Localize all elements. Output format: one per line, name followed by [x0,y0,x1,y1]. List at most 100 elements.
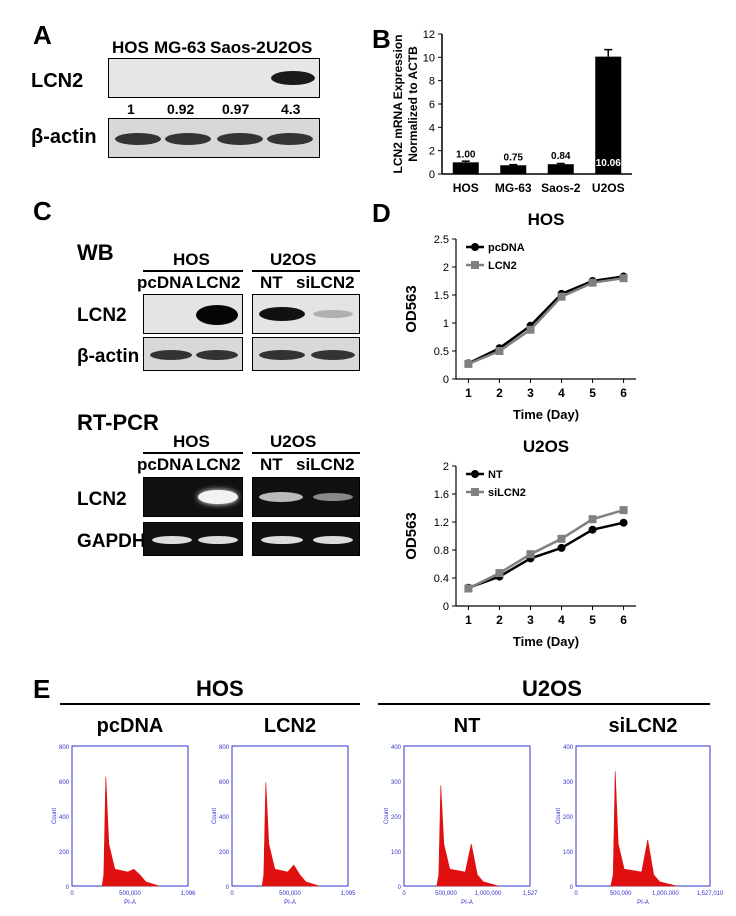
panel-d-hos-xtick-label-0: 1 [465,386,472,400]
panel-e-hist-1-histogram [261,782,320,887]
panel-e-hist-0-ytick-label-3: 600 [59,780,70,786]
panel-e-hist-1-ytick-label-2: 400 [219,815,230,821]
panel-b-ytick-label-3: 6 [429,99,435,111]
panel-c-wb-row-lcn2: LCN2 [77,305,127,326]
panel-e-hist-2-ylabel: Count [384,808,390,824]
panel-c-rt-hos-gapdh-gel [143,522,243,556]
panel-d-hos-xlabel: Time (Day) [513,407,579,422]
panel-e-hist-1-frame [231,745,349,887]
panel-d-hos-ytick-label-5: 2.5 [434,234,449,246]
panel-c-rt-hos-lcn2-band [198,490,238,504]
panel-b-xtick-label-1: MG-63 [495,181,532,195]
panel-e-hist-1-xtick-label-2: 1,095 [340,891,356,897]
panel-e-hist-0-ytick-label-2: 400 [59,815,70,821]
panel-d-hos-xtick-label-2: 3 [527,386,534,400]
panel-c-rt-lane-lcn2: LCN2 [196,455,241,474]
panel-d-hos-ylabel: OD563 [403,285,420,333]
panel-d-hos-xtick-label-4: 5 [589,386,596,400]
panel-b-ytick-label-4: 8 [429,76,435,88]
panel-d-u2os-series-1-point-4 [588,515,597,524]
panel-e-hist-2-ytick-label-0: 0 [398,885,402,891]
panel-a-lane-mg63: MG-63 [154,38,206,57]
panel-a-quant-2: 0.92 [167,101,195,117]
panel-d-hos-xtick-label-1: 2 [496,386,503,400]
panel-d-u2os-series-0-line [467,521,624,589]
panel-c-rt-hos-lcn2-gel [143,477,243,517]
panel-e-hist-0-ytick-label-4: 800 [59,745,70,751]
panel-e-hist-3-ytick-label-4: 400 [563,745,574,751]
panel-e-hist-0-ytick-label-1: 200 [59,850,70,856]
panel-d-u2os-legend-marker-1 [471,488,479,496]
panel-d-hos-series-1-point-4 [588,278,597,287]
panel-a-row-actin: β-actin [31,126,97,148]
panel-d-label: D [372,198,391,228]
panel-e-hist-pcdna: pcDNA 0 200 400 600 800 Count 0 500,000 1,096 PI-A [52,715,196,906]
panel-c-wb-hos-lcn2-blot [143,294,243,334]
panel-b-value-label-1: 0.75 [504,152,524,163]
panel-e-hist-2-ytick-label-1: 100 [391,850,402,856]
panel-e-hist-3-xtick-label-0: 0 [574,891,578,897]
panel-e-hist-2-xtick-label-1: 500,000 [435,891,457,897]
panel-e-hist-0-ylabel: Count [52,808,58,824]
panel-c-rt-group-u2os: U2OS [270,432,317,451]
panel-a-actin-band-3 [217,133,263,145]
panel-c-rt-lane-pcdna: pcDNA [137,455,194,474]
panel-e-hist-1-ytick-label-4: 800 [219,745,230,751]
panel-e-hist-silcn2: siLCN2 0 100 200 300 400 Count 0 500,000 1,000,00… [556,715,724,906]
panel-b-ytick-label-5: 10 [423,52,435,64]
panel-d-hos-ytick-label-1: 0.5 [434,346,449,358]
panel-d-u2os-xtick-label-2: 3 [527,613,534,627]
panel-e-hist-1-xtick-label-0: 0 [230,891,234,897]
panel-c-wb-u2os-lcn2-blot [252,294,360,334]
panel-c-label: C [33,196,52,226]
panel-e-hist-0-xtick-label-2: 1,096 [180,891,196,897]
panel-c-wb-title: WB [77,240,114,265]
panel-c-rt-hos-underline [143,452,243,454]
panel-d-hos-xtick-label-3: 4 [558,386,565,400]
panel-c-wb-u2os-actin-band-2 [311,350,355,360]
panel-c-wb-u2os-underline [252,270,360,272]
panel-d-hos-legend-marker-1 [471,261,479,269]
panel-c-wb-group-hos: HOS [173,250,210,269]
panel-b-bar-3 [595,56,622,175]
panel-d-u2os-chart: U2OS OD563 Time (Day) 0 0.4 0.8 1.2 1.6 2 1 2 3 4 5 6 N… [403,437,636,649]
panel-a-label: A [33,20,52,50]
panel-b-chart: LCN2 mRNA Expression Normalized to ACTB 0 2… [391,29,632,195]
panel-d-u2os-ytick-label-4: 1.6 [434,489,449,501]
panel-d-hos-series-1-point-5 [619,274,628,283]
panel-e-hos-underline [60,703,360,705]
panel-c-rt-row-lcn2: LCN2 [77,489,127,510]
panel-c-rt-row-gapdh: GAPDH [77,531,146,552]
panel-b-bar-2 [547,164,574,174]
panel-b-value-label-0: 1.00 [456,149,476,160]
panel-b-xtick-label-2: Saos-2 [541,181,581,195]
panel-c-rt-lane-nt: NT [260,455,283,474]
panel-e-hist-3-ytick-label-3: 300 [563,780,574,786]
panel-e-hist-3-ytick-label-2: 200 [563,815,574,821]
panel-c-wb-lane-silcn2: siLCN2 [296,273,355,292]
panel-c-wb-hos-lcn2-band [196,305,238,325]
panel-d-hos-legend-label-0: pcDNA [488,242,525,254]
panel-e-hist-2-xtick-label-0: 0 [402,891,406,897]
panel-e-hist-3-ytick-label-1: 100 [563,850,574,856]
panel-c-rt-lane-silcn2: siLCN2 [296,455,355,474]
panel-a-actin-blot [108,118,320,158]
panel-c-rt-title: RT-PCR [77,410,159,435]
panel-e-group-hos: HOS [196,676,244,701]
panel-c-wb-hos-actin-band-2 [196,350,238,360]
panel-a-row-lcn2: LCN2 [31,70,84,92]
panel-a-quant-1: 1 [127,101,135,117]
panel-d-u2os-ytick-label-1: 0.4 [434,573,449,585]
panel-b-ytick-label-0: 0 [429,169,435,181]
panel-d-u2os-ytick-label-0: 0 [443,601,449,613]
panel-d-u2os-ylabel: OD563 [403,512,420,560]
panel-d-u2os-title: U2OS [523,437,569,456]
panel-e-hist-3-xlabel: PI-A [637,900,649,906]
panel-b-bar-0 [452,162,479,174]
panel-a-quant-3: 0.97 [222,101,250,117]
panel-e-hist-1-title: LCN2 [264,715,316,737]
panel-d-hos-ytick-label-0: 0 [443,374,449,386]
panel-c-wb-hos-actin-band-1 [150,350,192,360]
panel-d-u2os-xlabel: Time (Day) [513,634,579,649]
panel-e-hist-2-ytick-label-3: 300 [391,780,402,786]
